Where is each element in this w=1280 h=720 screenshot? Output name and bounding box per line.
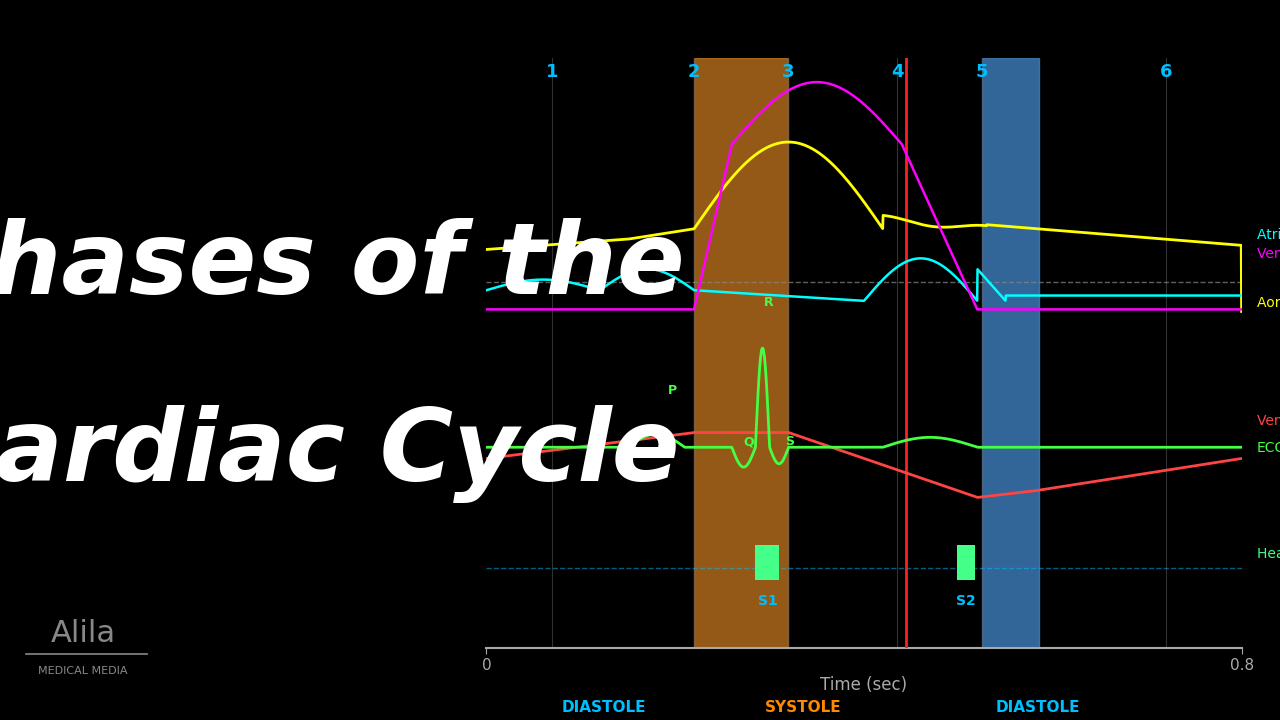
Text: SYSTOLE: SYSTOLE	[765, 700, 842, 714]
Text: 3: 3	[782, 63, 795, 81]
Text: Aortic pressure: Aortic pressure	[1257, 296, 1280, 310]
Text: Heart sounds: Heart sounds	[1257, 546, 1280, 561]
Bar	[956, 544, 975, 580]
Text: ECG/EKG: ECG/EKG	[1257, 440, 1280, 454]
Text: S: S	[785, 436, 794, 449]
Text: DIASTOLE: DIASTOLE	[561, 700, 645, 714]
Text: Cardiac Cycle: Cardiac Cycle	[0, 405, 680, 503]
Text: Atrial pressure: Atrial pressure	[1257, 228, 1280, 242]
Text: P: P	[668, 384, 677, 397]
Text: Q: Q	[744, 436, 754, 449]
Text: S1: S1	[758, 594, 777, 608]
Text: DIASTOLE: DIASTOLE	[996, 700, 1080, 714]
Text: 5: 5	[975, 63, 988, 81]
Text: Ventricular volume: Ventricular volume	[1257, 414, 1280, 428]
Text: Ventricular pressure: Ventricular pressure	[1257, 247, 1280, 261]
X-axis label: Time (sec): Time (sec)	[820, 676, 908, 694]
Bar	[755, 544, 780, 580]
Text: 1: 1	[547, 63, 559, 81]
Text: 6: 6	[1160, 63, 1172, 81]
Bar	[694, 58, 788, 648]
Text: S2: S2	[956, 594, 975, 608]
Text: 4: 4	[891, 63, 904, 81]
Text: MEDICAL MEDIA: MEDICAL MEDIA	[38, 666, 128, 676]
Text: Alila: Alila	[51, 619, 115, 648]
Text: Phases of the: Phases of the	[0, 218, 685, 315]
Text: 2: 2	[687, 63, 700, 81]
Bar	[982, 58, 1038, 648]
Text: R: R	[764, 296, 773, 309]
